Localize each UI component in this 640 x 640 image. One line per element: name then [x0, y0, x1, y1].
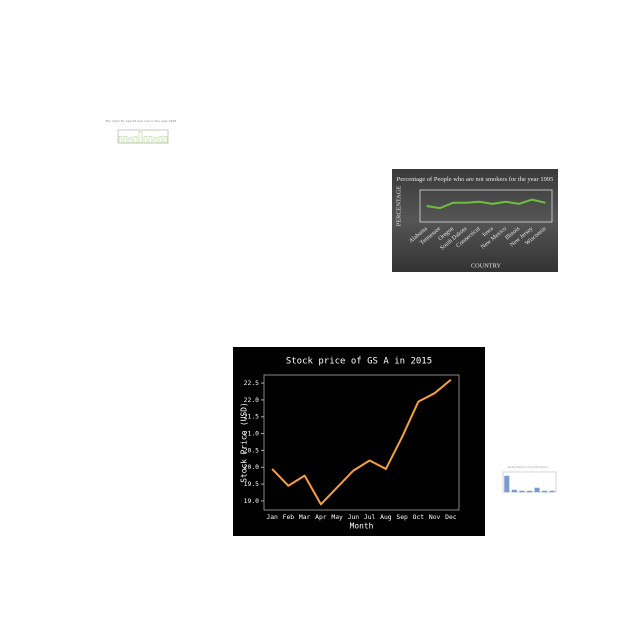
x-tick-label: Aug: [380, 513, 392, 521]
line: [271, 378, 452, 506]
plot-frame: [419, 189, 553, 223]
y-tick-label: 20.5: [244, 446, 259, 454]
bar: [133, 136, 138, 144]
plot-frame: [117, 129, 169, 144]
bar: [128, 137, 133, 144]
y-tick-label: 19.0: [244, 497, 259, 505]
x-tick-label: Mar: [299, 513, 311, 521]
x-tick-label: Apr: [315, 513, 327, 521]
plot-frame: [263, 374, 460, 511]
x-tick-label: Feb: [283, 513, 295, 521]
chart-title: Bar chart for Age 65 and over in the yea…: [106, 119, 177, 123]
bar: [118, 136, 123, 144]
x-tick-label: Jan: [266, 513, 278, 521]
chart-background: [110, 112, 172, 152]
y-tick-label: 21.5: [244, 413, 259, 421]
bar: [153, 137, 158, 144]
chart-background: [233, 347, 485, 536]
bar: [123, 136, 128, 144]
bar: [148, 136, 153, 144]
bar: [138, 131, 143, 144]
bar: [519, 490, 525, 493]
y-tick-label: 20.0: [244, 463, 259, 471]
bar: [511, 489, 517, 493]
x-axis-label: COUNTRY: [471, 262, 502, 269]
chart-background: [392, 169, 558, 272]
y-axis-label: PERCENTAGE: [395, 186, 402, 227]
bar: [526, 490, 533, 493]
bar: [542, 490, 548, 493]
chart-title: Percentage of People who are not smokers…: [397, 176, 554, 183]
y-tick-label: 21.0: [244, 430, 259, 438]
chart-title: Global Trends in Food Production: [508, 465, 549, 469]
y-axis-label: Stock Price (USD): [240, 402, 249, 482]
bar: [534, 487, 540, 493]
chart-title: Stock price of GS A in 2015: [286, 357, 432, 367]
x-tick-label: Jul: [364, 513, 376, 521]
bar: [163, 136, 168, 144]
x-tick-label: Oct: [413, 513, 425, 521]
line: [426, 198, 546, 210]
x-tick-label: Dec: [445, 513, 457, 521]
bar: [504, 475, 510, 493]
x-tick-label: Nov: [429, 513, 441, 521]
bar: [158, 136, 163, 144]
bar: [143, 136, 148, 144]
x-tick-label: Sep: [396, 513, 408, 521]
x-axis-label: Month: [350, 522, 374, 531]
y-tick-label: 19.5: [244, 480, 259, 488]
bar: [549, 490, 555, 493]
y-tick-label: 22.5: [244, 379, 259, 387]
x-tick-label: May: [331, 513, 343, 521]
y-tick-label: 22.0: [244, 396, 259, 404]
x-tick-label: Jun: [348, 513, 360, 521]
